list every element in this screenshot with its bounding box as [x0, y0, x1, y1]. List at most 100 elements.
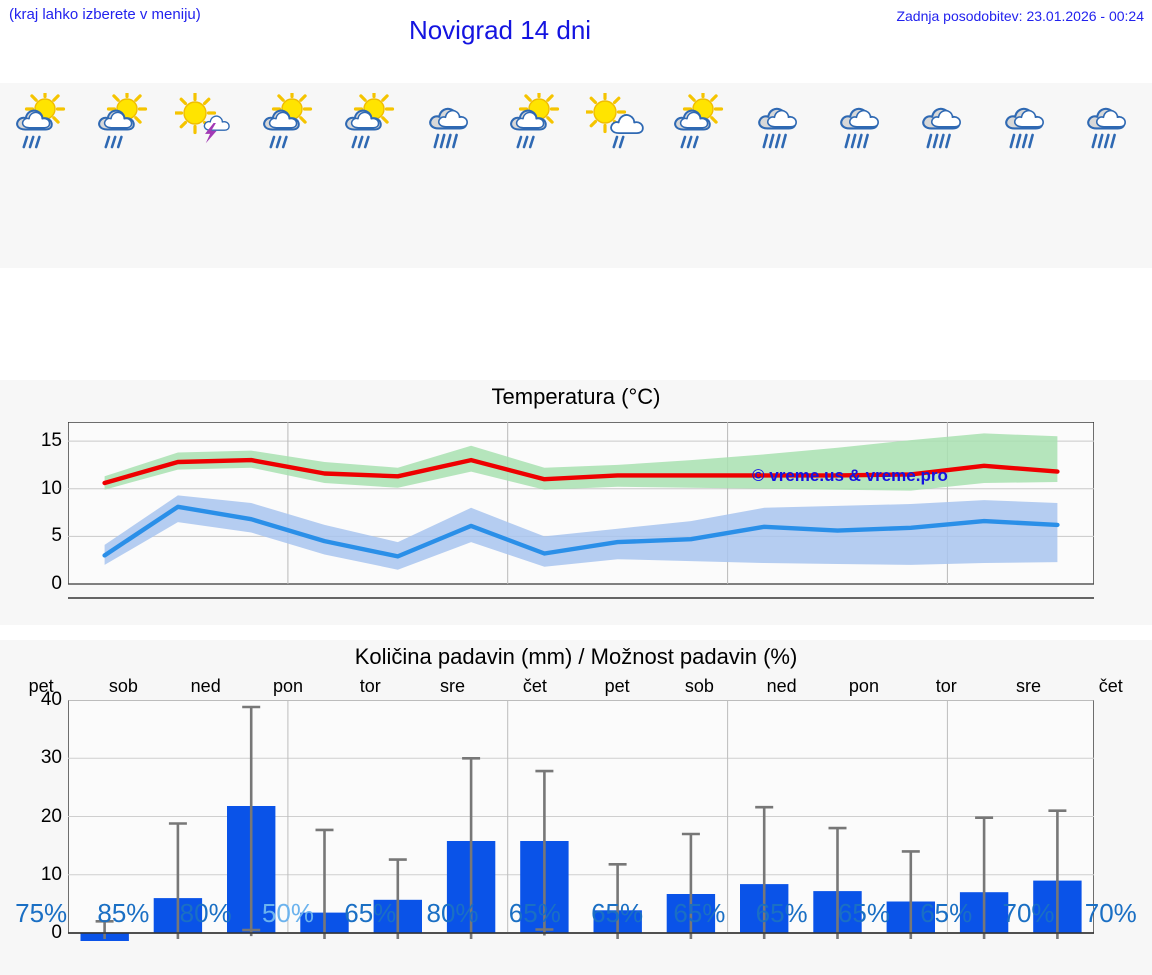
precipitation-y-tick-label: 10 — [40, 863, 62, 885]
weather-icon-cloud-rain — [1070, 91, 1152, 153]
weather-icon-cloud-rain — [987, 91, 1069, 153]
day-column[interactable] — [1070, 83, 1152, 268]
temperature-chart-panel: Temperatura (°C) 0 5 10 15 — [0, 380, 1152, 625]
temperature-y-axis: 0 5 10 15 — [26, 422, 62, 594]
precip-error-bar — [535, 769, 554, 936]
weather-icon-cloud-rain — [823, 91, 905, 153]
page-title: Novigrad 14 dni — [408, 15, 592, 45]
precip-error-bar — [681, 832, 700, 939]
precipitation-day-label: ned — [190, 676, 221, 696]
precipitation-svg — [67, 699, 1095, 941]
weather-icon-sun-cloud-rain — [329, 91, 411, 153]
temperature-plot-area — [67, 421, 1095, 599]
temperature-y-tick-label: 5 — [51, 525, 62, 547]
precipitation-chart-title: Količina padavin (mm) / Možnost padavin … — [354, 644, 798, 669]
temperature-y-tick-label: 0 — [51, 573, 62, 594]
precipitation-day-label: čet — [1098, 676, 1123, 696]
precipitation-y-tick-label: 40 — [40, 689, 62, 710]
precip-error-bar — [388, 858, 407, 939]
precipitation-probability: 80% — [426, 898, 479, 928]
weather-icon-cloud-rain — [411, 91, 493, 153]
precip-error-bar — [462, 756, 481, 939]
precipitation-day-label: tor — [935, 676, 957, 696]
weather-icon-cloud-rain — [905, 91, 987, 153]
precip-error-bar — [168, 822, 187, 939]
precipitation-day-label: sob — [108, 676, 138, 696]
precipitation-probability: 80% — [179, 898, 232, 928]
precipitation-probability: 65% — [673, 898, 726, 928]
precipitation-day-label: sre — [1016, 676, 1042, 696]
precipitation-probability: 65% — [837, 898, 890, 928]
weather-icon-sun-cloud-rain — [82, 91, 164, 153]
precip-error-bar — [755, 805, 774, 939]
precip-error-bar — [608, 863, 627, 939]
precipitation-probability: 65% — [591, 898, 644, 928]
precipitation-probability: 75% — [15, 898, 68, 928]
day-column[interactable] — [494, 83, 576, 268]
precipitation-day-label: sre — [440, 676, 466, 696]
precipitation-day-label: sob — [684, 676, 714, 696]
precipitation-y-tick-label: 20 — [40, 805, 62, 827]
day-column[interactable] — [741, 83, 823, 268]
day-column[interactable] — [82, 83, 164, 268]
precipitation-probability: 70% — [1084, 898, 1137, 928]
precipitation-probability-row: 75% 85% 80% 50% 65% 80% 65% 65% 65% 65% 65% 65% 70% 7… — [0, 898, 1152, 938]
precipitation-plot-area — [67, 699, 1095, 941]
weather-icon-sun-cloud-rain — [494, 91, 576, 153]
precipitation-day-label: pon — [848, 676, 879, 696]
day-column[interactable] — [987, 83, 1069, 268]
max-temp-line — [102, 457, 1060, 486]
temperature-y-tick-label: 15 — [40, 430, 62, 452]
day-column[interactable] — [658, 83, 740, 268]
watermark-text: © vreme.us & vreme.pro — [752, 466, 948, 485]
temperature-chart-title: Temperatura (°C) — [491, 384, 661, 409]
temperature-y-tick-label: 10 — [40, 477, 62, 499]
day-column[interactable] — [823, 83, 905, 268]
precipitation-probability: 50% — [261, 898, 314, 928]
weather-icon-sun-cloud-rain — [247, 91, 329, 153]
day-column[interactable] — [576, 83, 658, 268]
weather-icon-sun-cloud-rain — [658, 91, 740, 153]
precip-error-bar — [95, 920, 114, 939]
min-temp-line — [102, 504, 1060, 559]
daily-forecast-strip — [0, 83, 1152, 268]
day-column[interactable] — [411, 83, 493, 268]
day-column[interactable] — [165, 83, 247, 268]
precip-error-bar — [975, 816, 994, 939]
precipitation-probability: 65% — [755, 898, 808, 928]
precipitation-probability: 70% — [1002, 898, 1055, 928]
top-bar: (kraj lahko izberete v meniju) Novigrad … — [0, 0, 1152, 62]
day-column[interactable] — [247, 83, 329, 268]
precipitation-probability: 65% — [344, 898, 397, 928]
weather-icon-sun-cloud-lightrain — [576, 91, 658, 153]
weather-icon-sun-cloud-thunder — [165, 91, 247, 153]
temperature-svg — [67, 421, 1095, 599]
precipitation-chart-panel: Količina padavin (mm) / Možnost padavin … — [0, 640, 1152, 975]
precipitation-y-axis: 0 10 20 30 40 — [22, 689, 62, 943]
last-updated-text: Zadnja posodobitev: 23.01.2026 - 00:24 — [896, 8, 1144, 24]
precip-error-bar — [1048, 809, 1067, 939]
precip-error-bar — [242, 705, 261, 937]
precipitation-probability: 85% — [97, 898, 150, 928]
day-column[interactable] — [0, 83, 82, 268]
precip-error-bar — [901, 850, 920, 939]
precipitation-probability: 65% — [508, 898, 561, 928]
weather-icon-cloud-rain — [741, 91, 823, 153]
day-column[interactable] — [329, 83, 411, 268]
precip-error-bar — [315, 828, 334, 939]
precipitation-day-label: pet — [604, 676, 630, 696]
precipitation-day-label: ned — [766, 676, 797, 696]
precipitation-day-labels: pet sob ned pon tor sre čet pet sob ned pon tor sre č… — [0, 676, 1152, 698]
menu-hint-text: (kraj lahko izberete v meniju) — [9, 6, 201, 23]
precipitation-y-tick-label: 30 — [40, 747, 62, 769]
precipitation-y-tick-label: 0 — [51, 922, 62, 943]
precipitation-day-label: tor — [359, 676, 381, 696]
precipitation-probability: 65% — [920, 898, 973, 928]
precipitation-day-label: čet — [522, 676, 547, 696]
weather-icon-sun-cloud-rain — [0, 91, 82, 153]
precipitation-day-label: pon — [272, 676, 303, 696]
precipitation-error-bars — [95, 705, 1067, 939]
day-column[interactable] — [905, 83, 987, 268]
precip-error-bar — [828, 826, 847, 939]
